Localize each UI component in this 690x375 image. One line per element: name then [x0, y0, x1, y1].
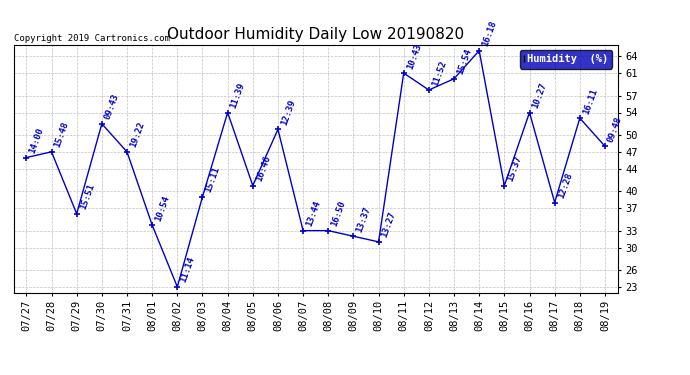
Text: 14:00: 14:00 [28, 126, 46, 155]
Legend: Humidity  (%): Humidity (%) [520, 50, 612, 69]
Text: 10:54: 10:54 [154, 194, 171, 222]
Text: Copyright 2019 Cartronics.com: Copyright 2019 Cartronics.com [14, 34, 170, 43]
Text: 12:28: 12:28 [556, 171, 573, 200]
Text: 13:37: 13:37 [355, 205, 373, 234]
Text: 16:18: 16:18 [480, 20, 498, 48]
Title: Outdoor Humidity Daily Low 20190820: Outdoor Humidity Daily Low 20190820 [167, 27, 464, 42]
Text: 10:27: 10:27 [531, 81, 549, 110]
Text: 11:14: 11:14 [179, 256, 197, 284]
Text: 13:44: 13:44 [304, 200, 322, 228]
Text: 11:52: 11:52 [431, 59, 448, 87]
Text: 09:43: 09:43 [104, 93, 121, 121]
Text: 15:37: 15:37 [506, 154, 524, 183]
Text: 15:54: 15:54 [455, 48, 473, 76]
Text: 19:22: 19:22 [128, 121, 146, 149]
Text: 15:51: 15:51 [78, 183, 96, 211]
Text: 10:43: 10:43 [405, 42, 423, 70]
Text: 13:27: 13:27 [380, 211, 397, 239]
Text: 12:39: 12:39 [279, 98, 297, 127]
Text: 16:46: 16:46 [254, 154, 272, 183]
Text: 16:50: 16:50 [330, 200, 347, 228]
Text: 15:11: 15:11 [204, 166, 221, 194]
Text: 15:48: 15:48 [53, 121, 70, 149]
Text: 16:11: 16:11 [581, 87, 599, 116]
Text: 09:48: 09:48 [607, 115, 624, 144]
Text: 11:39: 11:39 [229, 81, 246, 110]
